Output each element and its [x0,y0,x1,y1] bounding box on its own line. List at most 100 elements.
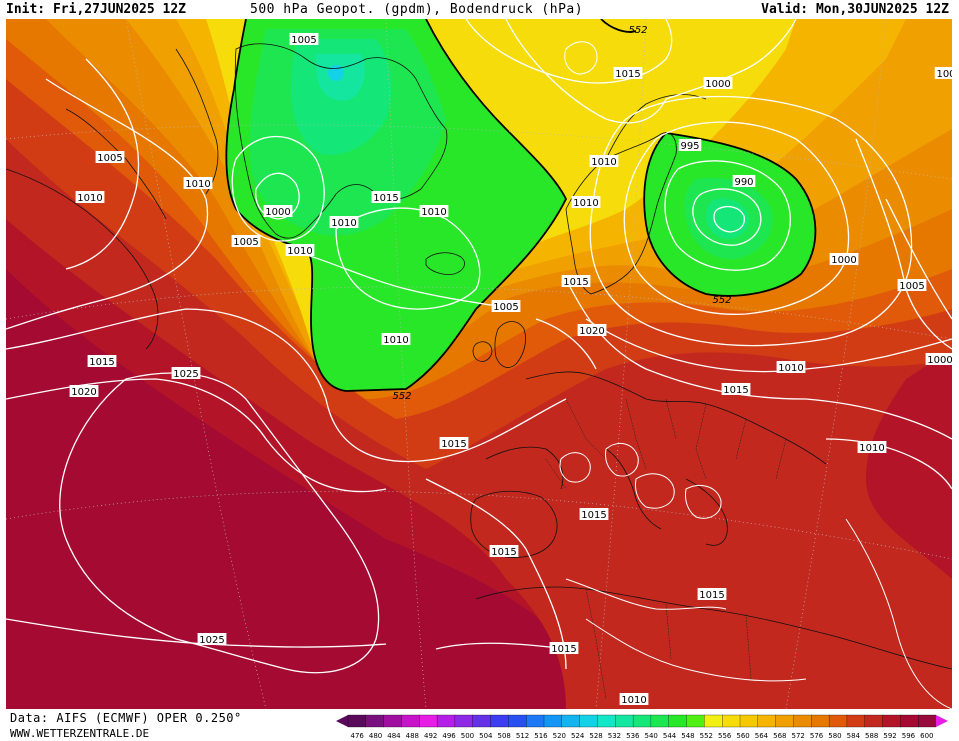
color-scale-tick-label: 508 [498,732,511,740]
isobar-europe-1020 [535,318,597,370]
geopotential-label: 552 [628,25,647,36]
isobar-local-blob-3 [635,473,675,509]
isobar-small-circle [564,41,598,75]
isobar-value: 1015 [89,357,114,368]
color-scale-tick-label: 480 [369,732,382,740]
color-scale-tick-label: 576 [810,732,824,740]
isobar-ne-1010 [505,19,667,124]
isobar-label: 1005 [95,151,125,164]
weather-map: 1005 1015 1000 100 1005 1010 1010 995 990 1010 101… [6,19,952,709]
isobar-label: 1010 [857,441,887,454]
color-scale-swatch [365,714,385,728]
isobar-value: 100 [936,69,952,80]
coastline-scandinavia [565,94,707,295]
isobar-label: 1025 [171,367,201,380]
isobar-label: 990 [732,175,756,188]
isobar-label: 1010 [329,216,359,229]
country-borders [545,398,787,700]
isobar-label: 1005 [897,279,927,292]
color-scale-tick-label: 600 [920,732,933,740]
isobar-value: 1010 [77,193,102,204]
color-scale-swatch [490,714,509,728]
isobar-value: 1010 [859,443,884,454]
color-scale-arrow-left [336,715,348,727]
isobar-label: 1005 [289,33,319,46]
color-scale-swatch [472,714,491,728]
color-scale-swatch [579,714,598,728]
isobar-value: 1015 [723,385,748,396]
isobar-east-south [845,518,952,709]
isobar-value: 1015 [373,193,398,204]
color-scale-tick-label: 572 [792,732,805,740]
isobar-value: 1015 [441,439,466,450]
color-scale-tick-label: 536 [626,732,640,740]
isobar-label: 1015 [561,275,591,288]
color-scale-swatch [668,714,687,728]
color-scale-swatch [650,714,670,728]
isobar-africa-1015 [565,578,727,610]
color-scale-swatch [401,714,420,728]
isobar-label: 1010 [75,191,105,204]
isobar-value: 1005 [291,35,316,46]
geopotential-value: 552 [392,391,411,402]
isobar-value: 1005 [233,237,258,248]
color-scale-tick-label: 516 [534,732,548,740]
map-header: Init: Fri,27JUN2025 12Z 500 hPa Geopot. … [0,0,959,19]
color-scale-swatch [775,714,794,728]
color-scale-tick-label: 488 [406,732,419,740]
color-scale-ticks: 476 480 484 488 492 496 500 504 508 512 516 520 524 5… [351,732,934,740]
isobar-value: 1010 [778,363,803,374]
isobar-mediterranean-1015 [425,478,567,670]
isobar-label: 1015 [87,355,117,368]
isobar-local-blob-2 [605,442,639,477]
color-scale-swatch [615,714,634,728]
isobar-label: 1020 [69,385,99,398]
color-scale-tick-label: 596 [902,732,916,740]
isobar-value: 1010 [621,695,646,706]
isobar-local-blob-4 [685,485,722,519]
isobar-label: 100 [934,67,952,80]
isobar-value: 1010 [287,246,312,257]
color-scale-bar: 476 480 484 488 492 496 500 504 508 512 516 520 524 5… [336,714,948,740]
isobar-value: 1025 [173,369,198,380]
color-scale-tick-label: 584 [847,732,861,740]
color-scale-tick-label: 500 [461,732,474,740]
color-scale-swatch [811,714,830,728]
isobar-label: 1025 [197,633,227,646]
isobar-africa-1010 [585,618,807,682]
init-time-label: Init: Fri,27JUN2025 12Z [6,2,187,17]
isobar-label: 1005 [231,235,261,248]
isobar-low-1005 [589,95,913,347]
geopotential-label: 552 [712,295,731,306]
color-scale-swatch [757,714,777,728]
color-scale-swatch [561,714,581,728]
weather-map-canvas: 1005 1015 1000 100 1005 1010 1010 995 990 1010 101… [6,19,952,709]
color-scale-arrow-right [936,715,948,727]
isobar-value: 1010 [331,218,356,229]
isobar-greenland-1005 [231,136,325,242]
isobar-ne-1000 [665,19,797,100]
color-scale-swatch [722,714,741,728]
isobar-low-1000 [623,121,850,315]
contour-552-west [225,19,568,392]
isobar-label: 1010 [381,333,411,346]
isobar-value: 1020 [579,326,604,337]
isobar-value: 1020 [71,387,96,398]
color-scale-tick-label: 564 [755,732,769,740]
isobar-label: 1010 [589,155,619,168]
isobar-label: 1010 [285,244,315,257]
color-scale-tick-label: 520 [553,732,566,740]
isobar-value: 1010 [573,198,598,209]
isobar-value: 1000 [705,79,730,90]
isobar-1015-west [6,308,567,463]
height-labels: 552 552 552 [392,25,731,402]
isobar-label: 1000 [703,77,733,90]
color-scale-tick-label: 560 [736,732,749,740]
isobar-label: 1010 [183,177,213,190]
color-scale-swatch [508,714,527,728]
isobar-low-990 [692,188,762,246]
isobar-label: 1015 [489,545,519,558]
isobar-value: 1010 [185,179,210,190]
isobar-label: 1010 [619,693,649,706]
contour-552-east [643,132,817,297]
